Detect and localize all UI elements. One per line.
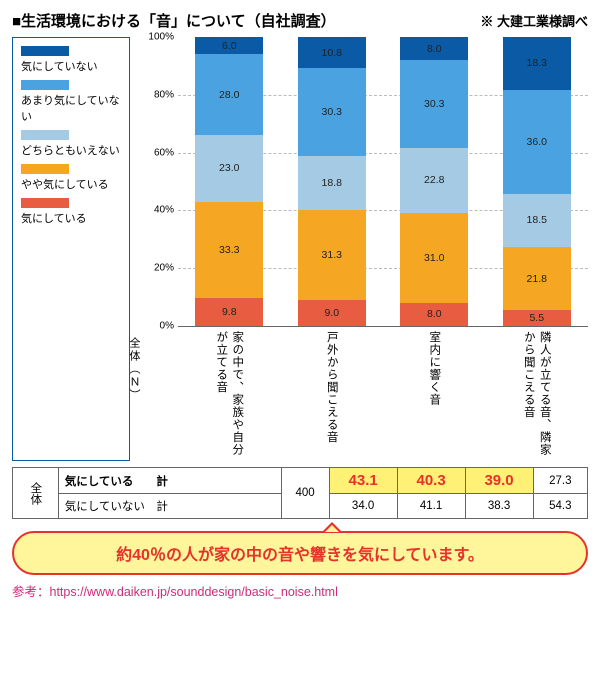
table-cell: 38.3 (465, 494, 533, 519)
bar-segment: 22.8 (400, 148, 468, 214)
legend-swatch (21, 198, 69, 208)
bar-segment: 30.3 (298, 68, 366, 155)
x-category-label: 室内に響く音 (400, 331, 468, 461)
callout-box: 約40％の人が家の中の音や響きを気にしています。 (12, 531, 588, 575)
page-title: ■生活環境における「音」について（自社調査） (12, 10, 336, 31)
legend-item: やや気にしている (21, 164, 121, 192)
table-cell: 27.3 (533, 468, 587, 494)
bar-segment: 31.0 (400, 213, 468, 303)
bar: 18.336.018.521.85.5 (503, 37, 571, 326)
table-cell: 43.1 (329, 468, 397, 494)
x-category-label: 家の中で、家族や自分が立てる音 (195, 331, 263, 461)
bar-segment: 8.0 (400, 37, 468, 60)
legend-item: どちらともいえない (21, 130, 121, 158)
bar-segment: 18.8 (298, 156, 366, 210)
legend-swatch (21, 130, 69, 140)
legend-label: 気にしていない (21, 58, 121, 74)
table-side-label: 全体 (13, 468, 59, 519)
bar-segment: 21.8 (503, 247, 571, 310)
legend-box: 気にしていないあまり気にしていないどちらともいえないやや気にしている気にしている (12, 37, 130, 461)
credit-text: ※ 大建工業様調べ (480, 11, 588, 30)
table-cell: 41.1 (397, 494, 465, 519)
table-cell: 40.3 (397, 468, 465, 494)
y-tick-label: 60% (140, 147, 174, 158)
table-row-label: 気にしている 計 (58, 468, 281, 494)
legend-swatch (21, 46, 69, 56)
bar-segment: 9.0 (298, 300, 366, 326)
bar-segment: 23.0 (195, 135, 263, 201)
legend-label: やや気にしている (21, 176, 121, 192)
legend-item: 気にしていない (21, 46, 121, 74)
bar-segment: 36.0 (503, 90, 571, 194)
legend-item: 気にしている (21, 198, 121, 226)
table-cell: 34.0 (329, 494, 397, 519)
bar-segment: 18.5 (503, 194, 571, 247)
x-category-label: 戸外から聞こえる音 (298, 331, 366, 461)
table-row-label: 気にしていない 計 (58, 494, 281, 519)
bar: 6.028.023.033.39.8 (195, 37, 263, 326)
legend-label: あまり気にしていない (21, 92, 121, 124)
bar-segment: 10.8 (298, 37, 366, 68)
bar: 8.030.322.831.08.0 (400, 37, 468, 326)
summary-table: 全体気にしている 計40043.140.339.027.3 気にしていない 計 34… (12, 467, 588, 519)
bar-segment: 6.0 (195, 37, 263, 54)
overall-n-label: 全体（Ｎ） (126, 337, 142, 402)
legend-item: あまり気にしていない (21, 80, 121, 124)
legend-label: どちらともいえない (21, 142, 121, 158)
y-tick-label: 40% (140, 205, 174, 216)
y-tick-label: 20% (140, 263, 174, 274)
y-tick-label: 0% (140, 321, 174, 332)
bar-segment: 33.3 (195, 202, 263, 298)
legend-swatch (21, 80, 69, 90)
bar-segment: 9.8 (195, 298, 263, 326)
bar-segment: 30.3 (400, 60, 468, 147)
table-cell: 39.0 (465, 468, 533, 494)
callout-pointer (322, 522, 342, 532)
legend-label: 気にしている (21, 210, 121, 226)
legend-swatch (21, 164, 69, 174)
y-tick-label: 80% (140, 89, 174, 100)
table-n-cell: 400 (281, 468, 329, 519)
table-cell: 54.3 (533, 494, 587, 519)
chart-area: 0%20%40%60%80%100%6.028.023.033.39.810.8… (142, 37, 588, 461)
bar-segment: 28.0 (195, 54, 263, 135)
y-tick-label: 100% (140, 32, 174, 43)
reference-link: 参考：https://www.daiken.jp/sounddesign/bas… (12, 581, 588, 600)
bar-segment: 5.5 (503, 310, 571, 326)
bar: 10.830.318.831.39.0 (298, 37, 366, 326)
x-category-label: 隣人が立てる音、隣家から聞こえる音 (503, 331, 571, 461)
bar-segment: 18.3 (503, 37, 571, 90)
bar-segment: 31.3 (298, 210, 366, 300)
bar-segment: 8.0 (400, 303, 468, 326)
